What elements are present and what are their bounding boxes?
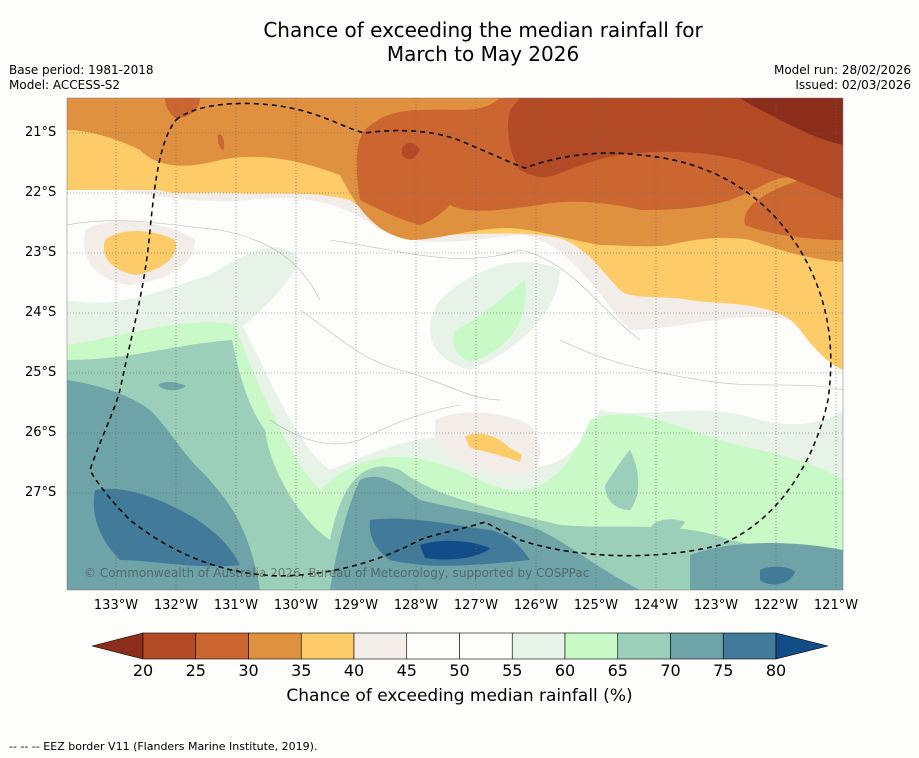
colorbar-extend-low [91, 632, 144, 660]
model-name: Model: ACCESS-S2 [9, 78, 121, 92]
lat-label: 22°S [25, 185, 57, 200]
contour-35-40-c [465, 433, 522, 462]
contour-20-25-b [402, 142, 420, 160]
graticule [67, 98, 843, 590]
colorbar-tick: 45 [396, 661, 417, 680]
contour-60-65-b [453, 280, 526, 362]
meta-right: Model run: 28/02/2026 Issued: 02/03/2026 [774, 63, 911, 93]
model-run: Model run: 28/02/2026 [773, 63, 911, 77]
colorbar-label: Chance of exceeding median rainfall (%) [286, 686, 633, 706]
colorbar-tick: 60 [554, 661, 576, 680]
map-frame [66, 97, 844, 591]
colorbar-segment [722, 632, 777, 660]
lat-label: 26°S [25, 425, 57, 440]
colorbar-extend-high [775, 632, 829, 660]
meta-left: Base period: 1981-2018 Model: ACCESS-S2 [9, 63, 154, 93]
colorbar-tick: 65 [607, 661, 628, 680]
colorbar-segment [511, 632, 566, 660]
issued-date: Issued: 02/03/2026 [795, 78, 911, 92]
contour-75-80-a [93, 488, 240, 567]
colorbar-segment [195, 632, 249, 660]
lon-label: 128°W [393, 598, 439, 613]
contour-70-75-b [158, 382, 186, 391]
contour-65-70-a [67, 340, 843, 590]
lon-label: 133°W [93, 598, 139, 613]
colorbar-segment [353, 632, 408, 660]
colorbar-segment [617, 632, 671, 660]
contour-80-plus [420, 540, 490, 560]
lat-label: 23°S [25, 245, 57, 260]
contour-75-80-c [760, 566, 795, 585]
colorbar-segment [564, 632, 619, 660]
lat-label: 25°S [25, 365, 57, 380]
contour-65-70-b [605, 450, 639, 510]
lon-label: 124°W [633, 598, 679, 613]
lon-label: 130°W [273, 598, 319, 613]
colorbar-tick: 70 [660, 661, 681, 680]
contour-65-70-c [652, 519, 685, 534]
lat-label: 24°S [25, 305, 57, 320]
colorbar-tick: 20 [132, 661, 154, 680]
eez-footnote: -- -- -- EEZ border V11 (Flanders Marine… [9, 740, 318, 753]
lon-label: 121°W [813, 598, 859, 613]
colorbar-segment [670, 632, 724, 660]
rainfall-contours [67, 98, 843, 590]
colorbar-tick: 30 [238, 661, 259, 680]
lon-label: 131°W [213, 598, 259, 613]
chart-title: Chance of exceeding the median rainfall … [0, 18, 919, 66]
contour-25-30-b [165, 98, 200, 118]
colorbar-tick: 50 [449, 661, 470, 680]
colorbar-segment [248, 632, 302, 660]
lon-label: 123°W [693, 598, 739, 613]
contour-lines [67, 220, 843, 445]
colorbar-tick: 75 [713, 661, 734, 680]
lon-label: 122°W [753, 598, 799, 613]
colorbar [91, 632, 829, 660]
lon-label: 129°W [333, 598, 379, 613]
copyright-notice: © Commonwealth of Australia 2026, Bureau… [84, 566, 590, 580]
colorbar-segment [142, 632, 197, 660]
colorbar-tick: 25 [185, 661, 206, 680]
title-line-2: March to May 2026 [386, 42, 580, 66]
colorbar-tick: 55 [502, 661, 523, 680]
colorbar-tick: 40 [343, 661, 365, 680]
contour-70-75-d [690, 543, 843, 590]
colorbar-segment [300, 632, 355, 660]
contour-25-30-c [217, 134, 225, 150]
colorbar-segment [459, 632, 513, 660]
lat-label: 21°S [25, 125, 57, 140]
lon-label: 125°W [573, 598, 619, 613]
lon-label: 127°W [453, 598, 499, 613]
colorbar-tick: 35 [291, 661, 312, 680]
title-line-1: Chance of exceeding the median rainfall … [263, 18, 703, 42]
colorbar-segment [406, 632, 460, 660]
contour-20-25-a [508, 98, 843, 200]
lon-label: 132°W [153, 598, 199, 613]
colorbar-tick: 80 [765, 661, 787, 680]
lat-label: 27°S [25, 485, 57, 500]
lon-label: 126°W [513, 598, 559, 613]
base-period: Base period: 1981-2018 [9, 63, 154, 77]
